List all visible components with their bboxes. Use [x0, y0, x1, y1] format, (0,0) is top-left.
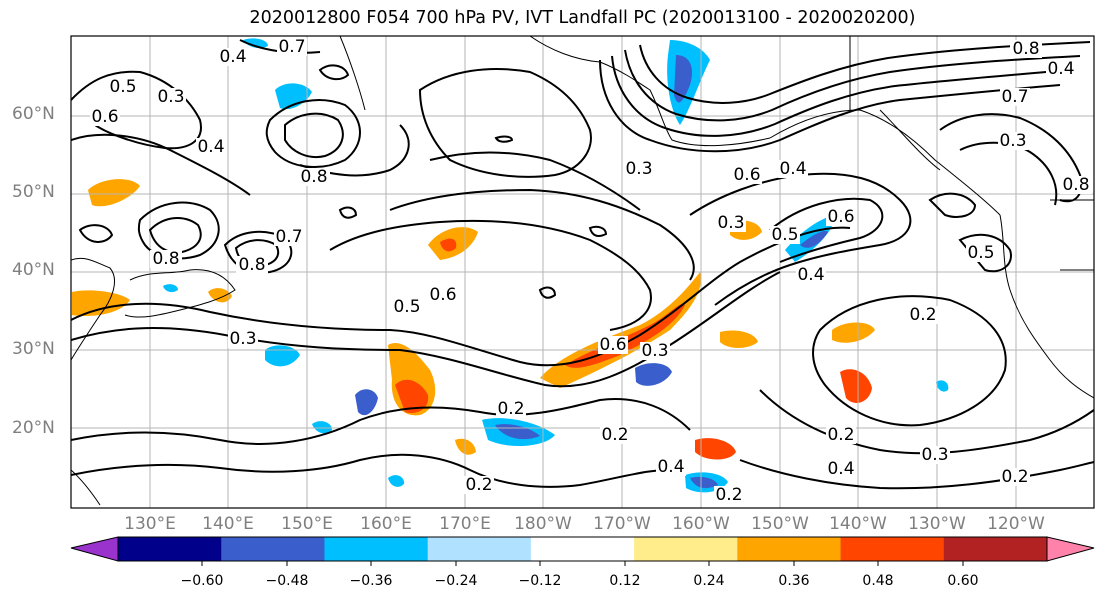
- contour-label: 0.6: [827, 207, 854, 227]
- colorbar: [70, 536, 1095, 566]
- colorbar-segment: [221, 537, 325, 561]
- contour-label: 0.5: [771, 225, 798, 245]
- colorbar-tick-label: 0.60: [947, 573, 979, 589]
- contour-label: 0.3: [641, 341, 668, 361]
- contour-label: 0.8: [300, 167, 327, 187]
- contour-label: 0.4: [797, 265, 824, 285]
- colorbar-segment: [530, 537, 635, 561]
- contour-label: 0.2: [1001, 467, 1028, 487]
- colorbar-tick-label: 0.12: [609, 573, 641, 589]
- lon-label: 170°E: [439, 514, 491, 534]
- contour-label: 0.5: [109, 77, 136, 97]
- contour-label: 0.4: [827, 459, 854, 479]
- contour-label: 0.2: [465, 475, 492, 495]
- colorbar-tick-label: −0.24: [434, 573, 478, 589]
- colorbar-tick-label: 0.48: [862, 573, 894, 589]
- colorbar-extend-high: [1047, 537, 1094, 561]
- lon-label: 120°W: [987, 514, 1045, 534]
- contour-label: 0.4: [657, 457, 684, 477]
- lon-label: 130°W: [908, 514, 966, 534]
- colorbar-extend-low: [71, 537, 118, 561]
- contour-label: 0.6: [733, 165, 760, 185]
- colorbar-segment: [634, 537, 738, 561]
- contour-label: 0.7: [278, 37, 305, 57]
- contour-label: 0.3: [921, 445, 948, 465]
- lat-label: 30°N: [12, 339, 55, 359]
- contour-label: 0.7: [275, 227, 302, 247]
- contour-label: 0.8: [1012, 39, 1039, 59]
- colorbar-segment: [118, 537, 222, 561]
- lon-label: 140°E: [202, 514, 254, 534]
- contour-label: 0.7: [1001, 87, 1028, 107]
- lon-label: 140°W: [829, 514, 887, 534]
- pv-contours: [71, 39, 1094, 490]
- contour-label: 0.8: [1062, 175, 1089, 195]
- map-title: 2020012800 F054 700 hPa PV, IVT Landfall…: [249, 8, 916, 28]
- contour-label: 0.2: [715, 485, 742, 505]
- colorbar-segment: [737, 537, 842, 561]
- lat-label: 60°N: [12, 104, 55, 124]
- contour-label: 0.5: [393, 297, 420, 317]
- colorbar-segment: [324, 537, 429, 561]
- contour-label: 0.2: [601, 425, 628, 445]
- contour-label: 0.3: [229, 329, 256, 349]
- contour-label: 0.4: [197, 137, 224, 157]
- contour-label: 0.3: [625, 159, 652, 179]
- lat-label: 20°N: [12, 418, 55, 438]
- colorbar-tick-label: −0.60: [180, 573, 224, 589]
- lon-label: 180°W: [514, 514, 572, 534]
- colorbar-tick-label: 0.24: [693, 573, 725, 589]
- contour-label: 0.4: [779, 159, 806, 179]
- lon-label: 170°W: [593, 514, 651, 534]
- contour-label: 0.4: [219, 47, 246, 67]
- contour-label: 0.8: [238, 255, 265, 275]
- lon-label: 130°E: [124, 514, 176, 534]
- lon-label: 150°E: [281, 514, 333, 534]
- colorbar-tick-label: −0.48: [265, 573, 309, 589]
- contour-labels: 0.7 0.4 0.5 0.3 0.6 0.4 0.8 0.8 0.8 0.7 …: [90, 37, 1092, 505]
- coastlines: [71, 36, 1094, 506]
- colorbar-tick-label: 0.36: [778, 573, 810, 589]
- colorbar-tick-label: −0.12: [518, 573, 562, 589]
- contour-label: 0.6: [91, 107, 118, 127]
- lat-label: 40°N: [12, 260, 55, 280]
- colorbar-segment: [943, 537, 1048, 561]
- lat-label: 50°N: [12, 182, 55, 202]
- contour-label: 0.2: [827, 425, 854, 445]
- lon-label: 160°E: [360, 514, 412, 534]
- contour-label: 0.4: [1047, 59, 1074, 79]
- lon-label: 150°W: [751, 514, 809, 534]
- lon-label: 160°W: [672, 514, 730, 534]
- contour-label: 0.5: [967, 243, 994, 263]
- contour-label: 0.3: [717, 213, 744, 233]
- contour-label: 0.3: [999, 131, 1026, 151]
- colorbar-segment: [840, 537, 945, 561]
- colorbar-segment: [427, 537, 532, 561]
- contour-label: 0.6: [429, 285, 456, 305]
- contour-label: 0.8: [152, 249, 179, 269]
- contour-label: 0.2: [909, 305, 936, 325]
- colorbar-tick-label: −0.36: [349, 573, 393, 589]
- contour-label: 0.2: [497, 399, 524, 419]
- contour-label: 0.3: [157, 87, 184, 107]
- contour-label: 0.6: [599, 335, 626, 355]
- map-frame: [70, 35, 1095, 509]
- colorbar-ticks: [201, 561, 964, 566]
